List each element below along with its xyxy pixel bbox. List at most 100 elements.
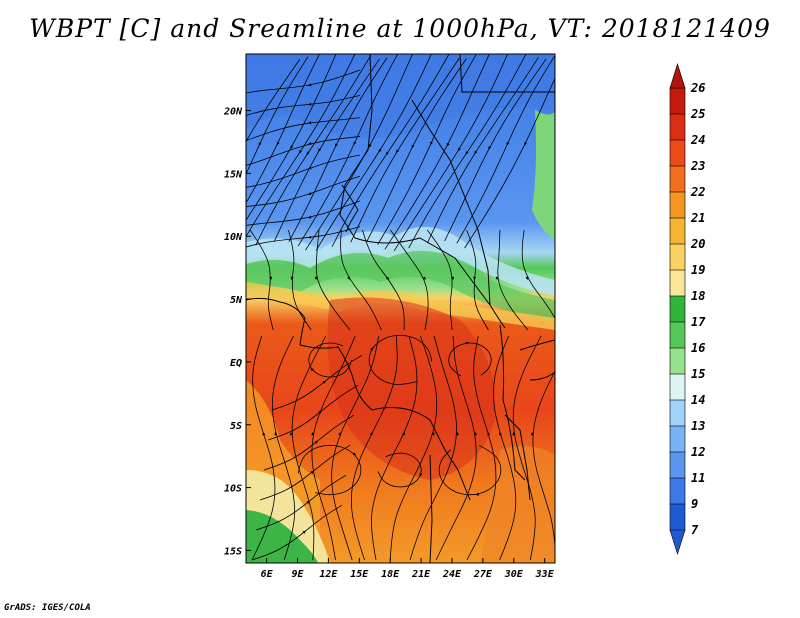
colorbar-top-arrow (669, 62, 686, 89)
streamline-arrows (241, 83, 534, 534)
streamline-arrow (512, 432, 516, 436)
streamline-arrow (506, 142, 510, 146)
lon-tick-label: 27E (473, 569, 493, 580)
streamline-arrow (525, 276, 529, 280)
streamline-arrow (241, 147, 244, 150)
colorbar-segment (669, 87, 686, 115)
streamline (267, 384, 359, 441)
colorbar-label: 26 (690, 81, 705, 95)
streamline-arrow (314, 276, 318, 280)
streamline-arrow (474, 150, 478, 154)
colorbar-bottom-arrow (669, 529, 686, 556)
streamline-arrow (411, 144, 415, 149)
streamline-arrow (422, 276, 426, 280)
streamline (466, 335, 497, 561)
streamline-arrow (487, 432, 491, 436)
streamline (408, 54, 527, 249)
streamline-arrow (276, 141, 280, 146)
lat-tick-label: 5N (230, 295, 243, 306)
streamline (288, 229, 312, 331)
streamline-arrow (473, 432, 477, 436)
streamline (315, 229, 351, 331)
streamline-arrow (495, 276, 499, 280)
colorbar-label: 17 (691, 315, 706, 329)
streamline (390, 229, 429, 331)
lon-tick-label: 9E (291, 569, 304, 580)
streamline-arrow (306, 151, 310, 155)
streamlines (246, 54, 555, 561)
streamline (246, 94, 361, 116)
streamline (331, 54, 450, 247)
streamline-arrow (258, 142, 262, 146)
lat-tick-label: 15S (224, 546, 242, 557)
lat-tick-label: 15N (224, 169, 243, 180)
streamline-arrow (308, 121, 312, 125)
streamline (512, 335, 542, 561)
streamline (288, 57, 388, 242)
streamline-arrow (322, 380, 326, 384)
chart-title: WBPT [C] and Sreamline at 1000hPa, VT: 2… (29, 14, 771, 43)
streamline (311, 335, 356, 561)
streamline (246, 56, 309, 175)
colorbar-label: 19 (691, 263, 705, 277)
streamline (308, 342, 353, 378)
streamline (377, 54, 477, 245)
streamline (384, 54, 490, 250)
colorbar-segment (669, 373, 686, 401)
streamline (448, 342, 492, 377)
latitude-axis: 20N 15N 10N 5N EQ 5S 10S 15S (223, 107, 251, 557)
borders (246, 54, 555, 563)
streamline-arrow (419, 473, 423, 477)
streamline-arrow (310, 470, 314, 474)
footer-credit: GrADS: IGES/COLA (4, 603, 91, 613)
streamline (466, 229, 489, 331)
lon-tick-label: 33E (535, 569, 555, 580)
streamline-arrow (289, 432, 293, 436)
streamline (331, 335, 380, 561)
colorbar-segment (669, 451, 686, 479)
streamline (426, 229, 453, 331)
streamline (255, 55, 372, 246)
lon-tick-label: 6E (261, 569, 274, 580)
colorbar-segment (669, 269, 686, 297)
lon-tick-label: 18E (381, 569, 400, 580)
streamline-arrow (451, 276, 454, 280)
streamline-arrow (274, 432, 278, 436)
streamline (532, 370, 555, 552)
colorbar-segment (669, 243, 686, 271)
streamline-arrow (262, 432, 266, 436)
colorbar-label: 15 (691, 367, 705, 381)
streamline-arrow (353, 141, 357, 146)
streamline-arrow (524, 142, 528, 146)
colorbar-label: 18 (691, 289, 705, 303)
streamline-arrow (311, 432, 315, 436)
streamline-arrow (308, 83, 312, 87)
streamline (305, 54, 413, 251)
streamline (426, 57, 539, 244)
lat-tick-label: 10N (224, 232, 243, 243)
streamline (497, 229, 529, 331)
colorbar-segment (669, 477, 686, 505)
streamline-arrow (458, 147, 461, 152)
lon-tick-label: 21E (411, 569, 431, 580)
streamline (259, 444, 351, 501)
longitude-axis: 6E 9E 12E 15E 18E 21E 24E 27E 30E 33E (261, 558, 555, 580)
streamline (249, 229, 274, 331)
streamline (246, 117, 361, 142)
streamline (246, 54, 356, 238)
streamline-arrow (338, 432, 342, 436)
streamline-arrow (475, 492, 480, 496)
streamline (389, 335, 438, 561)
streamline (291, 335, 327, 561)
streamline (409, 335, 457, 561)
streamline (377, 452, 422, 488)
streamline-arrow (318, 148, 322, 152)
streamline (435, 335, 477, 561)
streamline-arrow (306, 500, 310, 504)
streamline-arrow (308, 166, 312, 170)
streamline (246, 175, 361, 207)
streamline (464, 77, 555, 249)
streamline (263, 414, 355, 471)
colorbar-segment (669, 165, 686, 193)
colorbar-label: 11 (691, 471, 705, 485)
